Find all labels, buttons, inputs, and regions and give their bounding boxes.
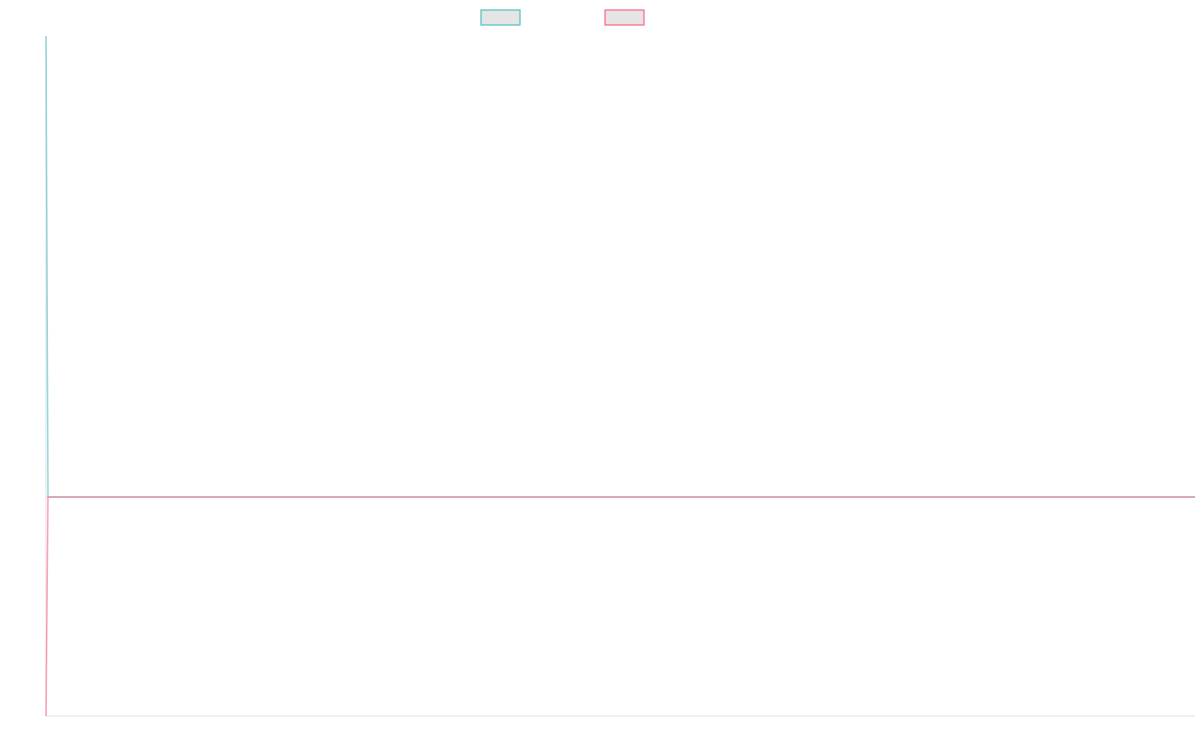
series-group (45, 35, 1195, 717)
series-line-1 (45, 496, 1195, 717)
legend-swatch-1[interactable] (604, 9, 645, 26)
series-line-0 (45, 35, 1195, 498)
legend (480, 9, 645, 26)
legend-swatch-0[interactable] (480, 9, 521, 26)
